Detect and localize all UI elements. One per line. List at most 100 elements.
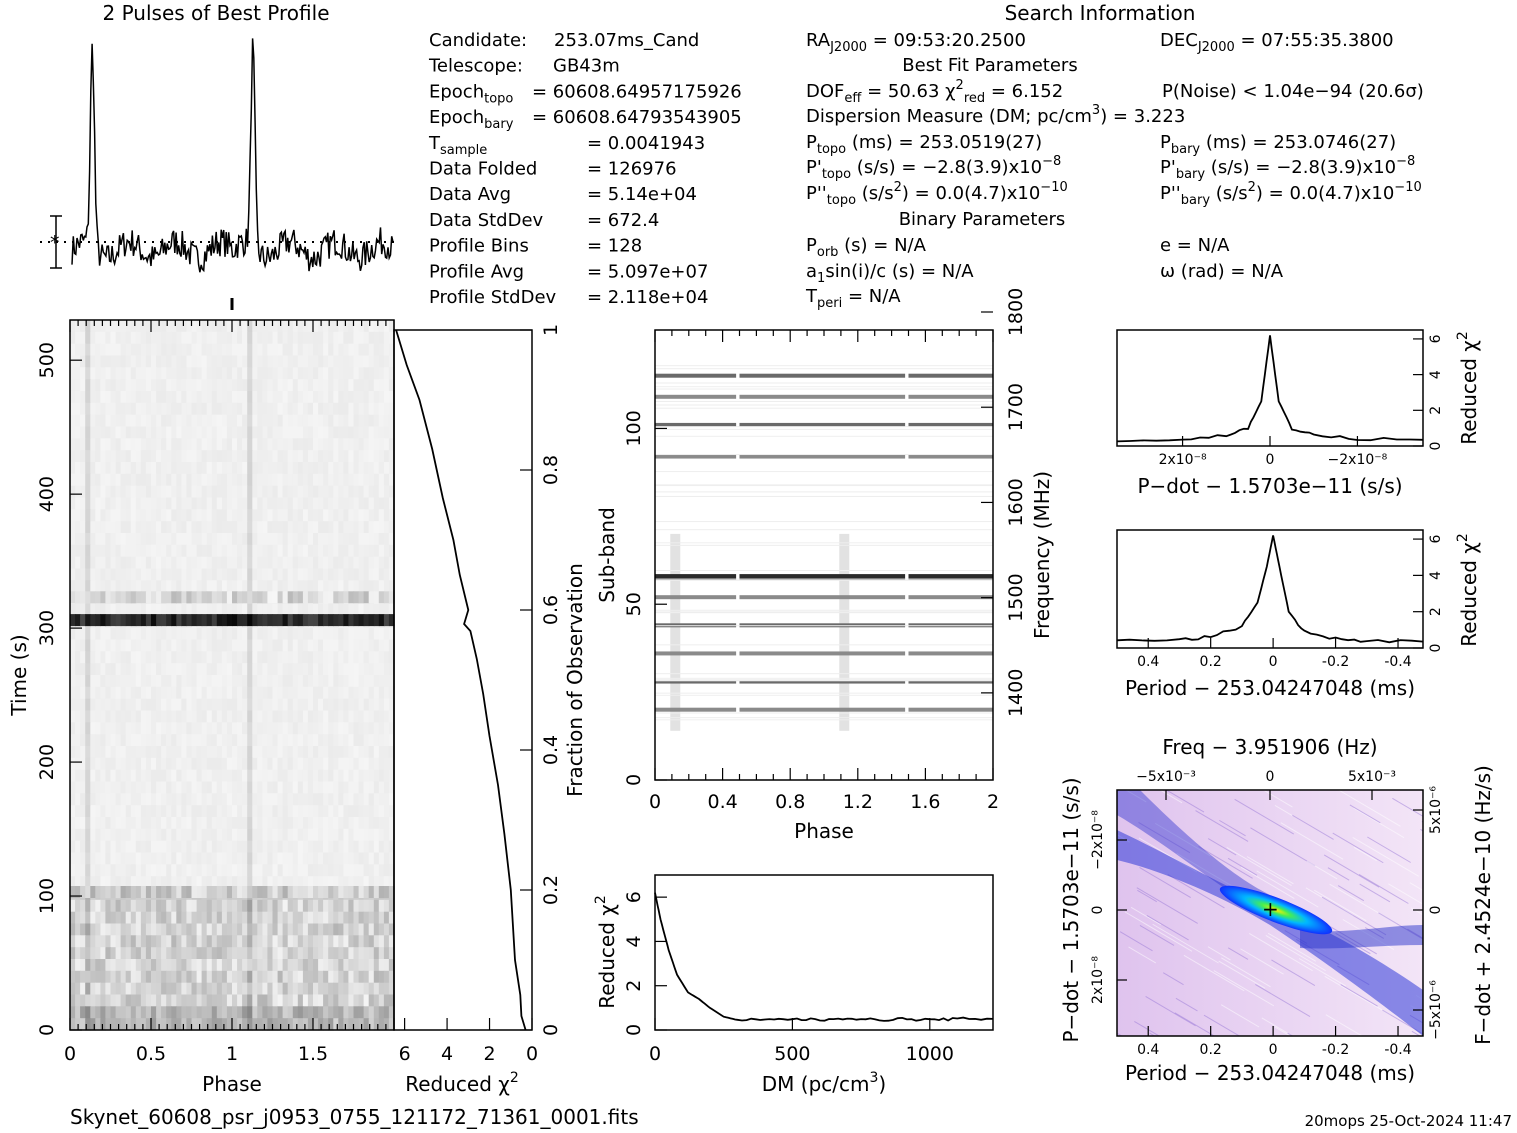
time-phase-cell — [318, 485, 324, 499]
time-phase-cell — [302, 473, 309, 487]
time-phase-cell — [242, 438, 248, 451]
time-phase-cell — [70, 852, 76, 865]
time-phase-cell — [252, 544, 258, 558]
time-phase-cell — [232, 320, 238, 333]
time-phase-cell — [110, 675, 117, 688]
time-phase-cell — [201, 805, 208, 818]
time-phase-cell — [80, 651, 86, 664]
time-phase-cell — [130, 876, 137, 889]
time-phase-cell — [130, 805, 137, 818]
time-phase-cell — [252, 462, 258, 475]
time-phase-cell — [242, 627, 248, 641]
time-phase-cell — [80, 450, 86, 463]
time-phase-cell — [292, 604, 299, 617]
time-phase-cell — [130, 793, 137, 806]
time-phase-cell — [272, 426, 279, 439]
time-phase-cell — [191, 935, 198, 948]
time-phase-cell — [383, 970, 390, 984]
time-phase-cell — [166, 686, 172, 700]
time-phase-cell — [145, 1006, 152, 1019]
time-phase-cell — [156, 840, 162, 854]
time-phase-cell — [181, 959, 188, 972]
time-phase-cell — [343, 497, 350, 510]
time-phase-cell — [297, 473, 304, 487]
time-phase-cell — [75, 414, 81, 428]
ppd-left-tick: −2x10⁻⁸ — [1090, 810, 1106, 870]
time-phase-cell — [186, 568, 193, 581]
time-phase-cell — [287, 580, 294, 593]
time-phase-bright-row — [373, 886, 380, 898]
time-phase-cell — [348, 864, 355, 877]
ppd-streak — [1255, 983, 1311, 1017]
time-phase-ytick: 0 — [36, 1024, 58, 1036]
time-phase-cell — [378, 320, 385, 333]
time-phase-cell — [282, 509, 289, 522]
time-phase-cell — [383, 1018, 390, 1031]
time-phase-cell — [151, 426, 157, 439]
time-phase-cell — [297, 651, 304, 664]
time-phase-cell — [368, 675, 375, 688]
subband-noise — [655, 426, 993, 428]
time-phase-bright-row — [181, 614, 188, 627]
time-phase-cell — [267, 485, 274, 499]
time-phase-cell — [100, 982, 107, 996]
time-phase-bright-row — [232, 591, 238, 604]
time-phase-cell — [257, 710, 263, 723]
time-phase-cell — [161, 817, 167, 830]
time-phase-cell — [333, 556, 339, 570]
time-phase-cell — [110, 899, 117, 913]
time-phase-bright-row — [338, 591, 344, 604]
time-phase-cell — [272, 438, 279, 451]
time-phase-cell — [338, 438, 344, 451]
time-phase-cell — [242, 367, 248, 380]
time-phase-cell — [80, 734, 86, 747]
ppd-streak — [1338, 790, 1401, 827]
time-phase-bright-row — [343, 614, 350, 627]
time-phase-cell — [247, 746, 253, 759]
time-phase-cell — [363, 580, 370, 593]
time-phase-cell — [166, 320, 172, 333]
time-phase-cell — [100, 639, 107, 652]
time-phase-cell — [323, 509, 329, 522]
time-phase-cell — [267, 320, 274, 333]
time-phase-cell — [115, 947, 122, 960]
time-phase-cell — [226, 497, 233, 510]
subband-xtick: 2 — [987, 791, 999, 813]
time-phase-cell — [156, 485, 162, 499]
time-phase-cell — [262, 367, 269, 380]
time-phase-cell — [282, 757, 289, 771]
time-phase-cell — [156, 757, 162, 771]
time-phase-cell — [257, 982, 263, 996]
ppd-right-tick: −5x10⁻⁶ — [1428, 980, 1444, 1040]
time-phase-cell — [120, 923, 127, 936]
time-phase-bright-row — [318, 614, 324, 627]
time-phase-bright-row — [105, 614, 112, 627]
time-phase-cell — [120, 698, 127, 712]
time-phase-cell — [323, 343, 329, 357]
time-phase-cell — [302, 556, 309, 570]
time-phase-cell — [211, 923, 218, 936]
time-phase-cell — [216, 982, 223, 996]
time-phase-cell — [363, 698, 370, 712]
subband-band — [655, 373, 737, 378]
time-phase-cell — [388, 757, 395, 771]
time-phase-cell — [353, 817, 360, 830]
time-phase-cell — [105, 911, 112, 925]
time-phase-cell — [232, 426, 238, 439]
time-phase-cell — [328, 1006, 334, 1019]
search-info-title: Search Information — [1005, 1, 1196, 25]
time-phase-cell — [70, 379, 76, 392]
dm-ytick: 0 — [623, 1024, 645, 1036]
time-phase-cell — [358, 544, 365, 558]
time-phase-cell — [358, 639, 365, 652]
time-phase-cell — [257, 840, 263, 854]
time-phase-cell — [328, 769, 334, 783]
time-phase-cell — [181, 509, 188, 522]
time-phase-cell — [226, 627, 233, 641]
time-phase-cell — [287, 923, 294, 936]
time-phase-cell — [247, 320, 253, 333]
time-phase-cell — [378, 450, 385, 463]
time-phase-cell — [287, 521, 294, 534]
time-phase-cell — [247, 355, 253, 368]
time-phase-cell — [206, 355, 213, 368]
